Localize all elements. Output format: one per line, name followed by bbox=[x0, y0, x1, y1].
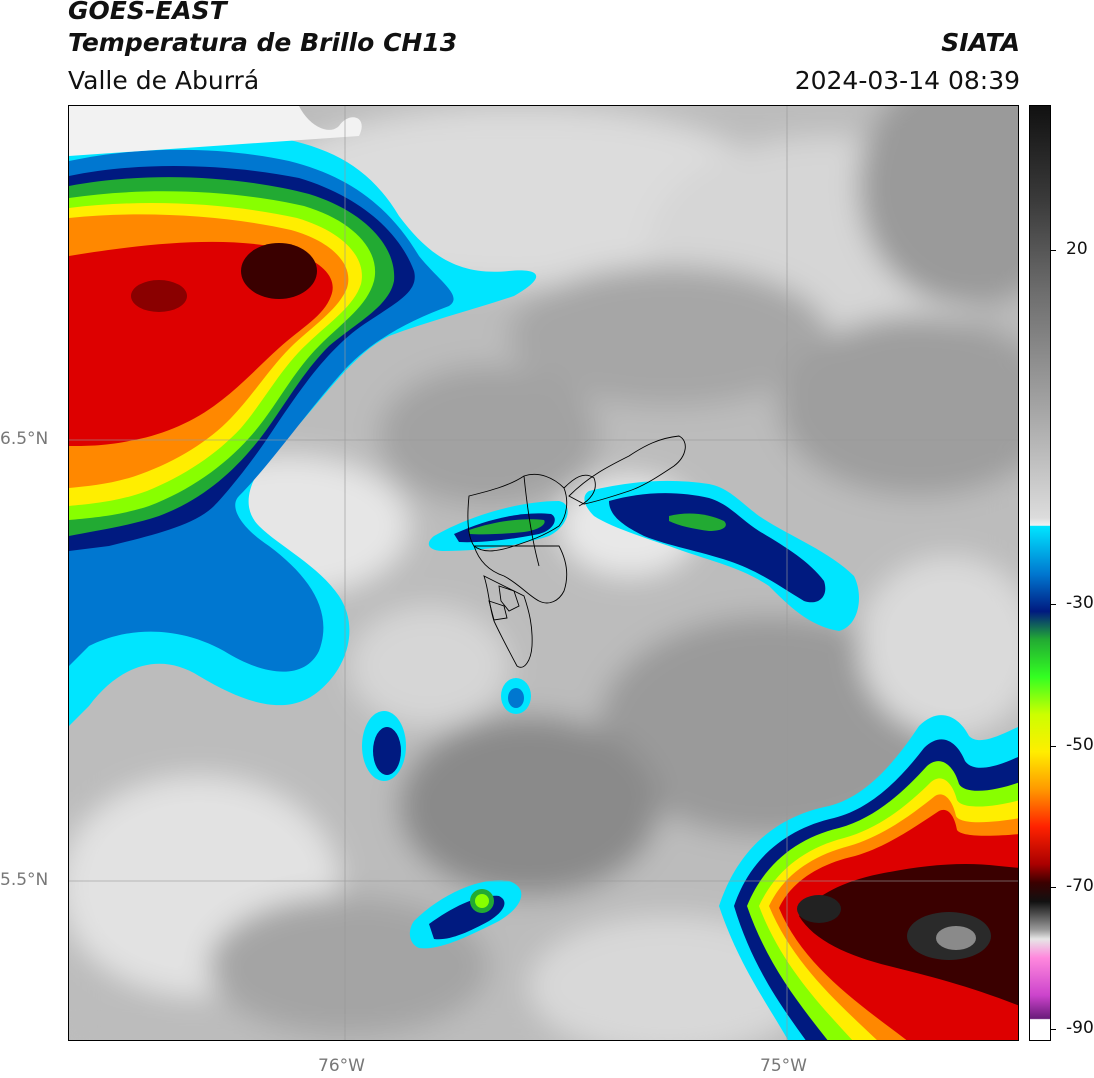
lat-label-6-5: 6.5°N bbox=[0, 429, 49, 449]
satellite-title: GOES-EAST bbox=[68, 0, 227, 25]
colorbar-tick-mark bbox=[1051, 887, 1056, 888]
colorbar-label-neg30: -30 bbox=[1066, 593, 1094, 613]
storm-southeast bbox=[719, 715, 1018, 1040]
gray-cloud-field bbox=[69, 106, 1018, 1040]
colorbar-gradient bbox=[1030, 106, 1050, 1040]
colorbar-tick-mark bbox=[1051, 746, 1056, 747]
cloud-fragment bbox=[69, 106, 362, 156]
region-label: Valle de Aburrá bbox=[68, 66, 260, 95]
temperature-colorbar bbox=[1029, 105, 1051, 1041]
municipal-boundaries bbox=[467, 435, 686, 668]
lon-label-75w: 75°W bbox=[760, 1056, 807, 1076]
lat-label-5-5: 5.5°N bbox=[0, 870, 49, 890]
colorbar-label-neg70: -70 bbox=[1066, 876, 1094, 896]
colorbar-tick-mark bbox=[1051, 250, 1056, 251]
gridlines bbox=[69, 106, 1018, 1040]
colorbar-label-neg50: -50 bbox=[1066, 735, 1094, 755]
lon-label-76w: 76°W bbox=[318, 1056, 365, 1076]
colorbar-tick-mark bbox=[1051, 1029, 1056, 1030]
colorbar-label-neg90: -90 bbox=[1066, 1018, 1094, 1038]
storm-small-cells bbox=[362, 678, 531, 949]
storm-northwest bbox=[69, 127, 537, 727]
map-canvas bbox=[69, 106, 1018, 1040]
product-title: Temperatura de Brillo CH13 bbox=[68, 28, 458, 57]
colorbar-tick-mark bbox=[1051, 604, 1056, 605]
agency-label: SIATA bbox=[941, 28, 1020, 57]
datetime-label: 2024-03-14 08:39 bbox=[794, 66, 1020, 95]
satellite-map[interactable] bbox=[68, 105, 1019, 1041]
colorbar-label-20: 20 bbox=[1066, 239, 1088, 259]
